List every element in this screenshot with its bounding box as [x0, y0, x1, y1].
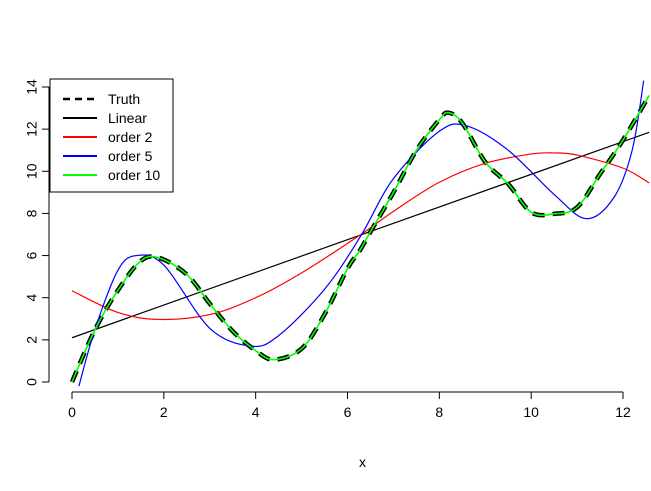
legend-box: [49, 78, 174, 193]
x-tick-label: 2: [160, 404, 168, 420]
x-tick-label: 8: [435, 404, 443, 420]
y-tick-label: 14: [24, 79, 40, 95]
legend-label: order 10: [108, 167, 160, 183]
x-axis: 0 2 4 6 8 10 12: [68, 391, 631, 420]
x-tick-label: 6: [344, 404, 352, 420]
series-line-order-10: [71, 95, 650, 383]
y-tick-label: 4: [24, 294, 40, 302]
y-axis: 0 2 4 6 8 10 12 14: [24, 79, 50, 386]
legend-label: Linear: [108, 110, 147, 126]
series-layer: [69, 80, 650, 387]
x-tick-label: 10: [523, 404, 539, 420]
x-tick-label: 0: [68, 404, 76, 420]
legend-label: order 2: [108, 129, 153, 145]
y-tick-label: 8: [24, 209, 40, 217]
x-tick-label: 4: [252, 404, 260, 420]
y-tick-label: 2: [24, 336, 40, 344]
y-tick-label: 10: [24, 163, 40, 179]
x-axis-title: x: [359, 454, 366, 470]
y-tick-label: 6: [24, 251, 40, 259]
series-line-order-2: [71, 152, 650, 321]
series-line-order-5: [78, 80, 645, 387]
y-tick-label: 12: [24, 121, 40, 137]
legend-label: order 5: [108, 148, 153, 164]
y-tick-label: 0: [24, 378, 40, 386]
legend: Truth Linear order 2 order 5 order 10: [49, 78, 174, 193]
legend-label: Truth: [108, 91, 140, 107]
x-tick-label: 12: [615, 404, 631, 420]
